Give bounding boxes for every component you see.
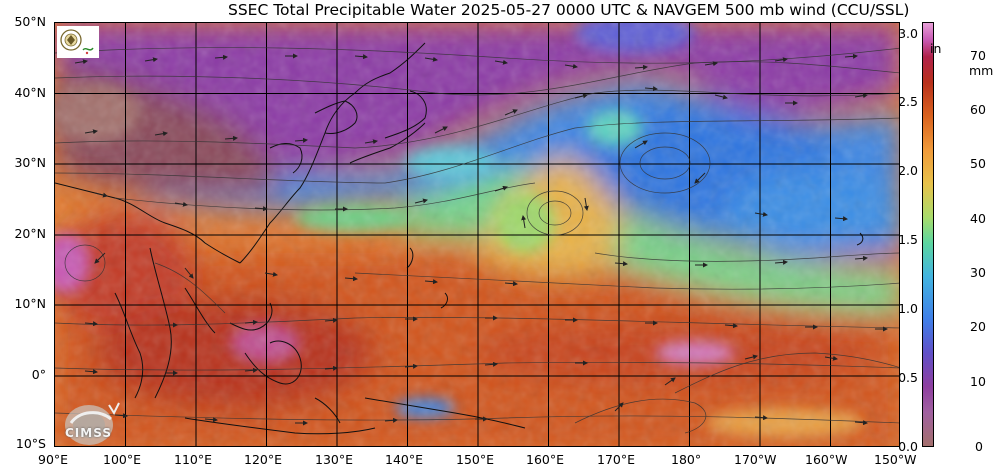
lon-label-150w: 150°W: [874, 452, 917, 467]
lon-label-120e: 120°E: [244, 452, 283, 467]
inch-tick-2-5: 2.5: [898, 94, 918, 109]
lon-label-170e: 170°E: [597, 452, 636, 467]
lon-label-100e: 100°E: [103, 452, 142, 467]
lon-label-170w: 170°W: [734, 452, 777, 467]
colorbar-gradient: [923, 23, 933, 446]
lon-label-90e: 90°E: [38, 452, 69, 467]
inch-tick-0-0: 0.0: [898, 439, 918, 454]
mm-tick-10: 10: [970, 374, 986, 389]
lat-label-40n: 40°N: [14, 85, 46, 100]
inch-tick-3-0: 3.0: [898, 26, 918, 41]
lon-label-110e: 110°E: [174, 452, 213, 467]
ssec-seal-icon: [57, 26, 99, 58]
cimss-logo-icon: [65, 402, 120, 445]
tpw-map-svg: [55, 23, 899, 446]
lat-label-20n: 20°N: [14, 226, 46, 241]
cimss-logo-text: CIMSS: [65, 426, 112, 440]
lat-label-10n: 10°N: [14, 296, 46, 311]
inch-tick-2-0: 2.0: [898, 163, 918, 178]
lon-label-140e: 140°E: [385, 452, 424, 467]
mm-tick-50: 50: [970, 156, 986, 171]
mm-tick-30: 30: [970, 265, 986, 280]
lon-label-150e: 150°E: [456, 452, 495, 467]
lat-label-30n: 30°N: [14, 155, 46, 170]
colorbar: [922, 22, 934, 447]
mm-tick-60: 60: [970, 102, 986, 117]
graticule: [55, 23, 899, 446]
lon-label-160w: 160°W: [805, 452, 848, 467]
tpw-map: [54, 22, 900, 447]
mm-tick-20: 20: [970, 319, 986, 334]
mm-tick-40: 40: [970, 211, 986, 226]
lon-label-160e: 160°E: [526, 452, 565, 467]
inch-tick-0-5: 0.5: [898, 370, 918, 385]
lon-label-130e: 130°E: [315, 452, 354, 467]
lat-label-50n: 50°N: [14, 14, 46, 29]
lat-label-0: 0°: [31, 367, 46, 382]
lat-label-10s: 10°S: [15, 436, 46, 451]
inch-tick-1-0: 1.0: [898, 301, 918, 316]
wind-arrows: [74, 53, 888, 426]
mm-tick-70: 70: [970, 48, 986, 63]
lon-label-180: 180°: [671, 452, 702, 467]
mm-tick-0: 0: [975, 439, 983, 454]
inch-tick-1-5: 1.5: [898, 232, 918, 247]
chart-title: SSEC Total Precipitable Water 2025-05-27…: [228, 1, 910, 19]
colorbar-inch-unit: in: [930, 41, 942, 56]
colorbar-mm-unit: mm: [969, 63, 994, 78]
